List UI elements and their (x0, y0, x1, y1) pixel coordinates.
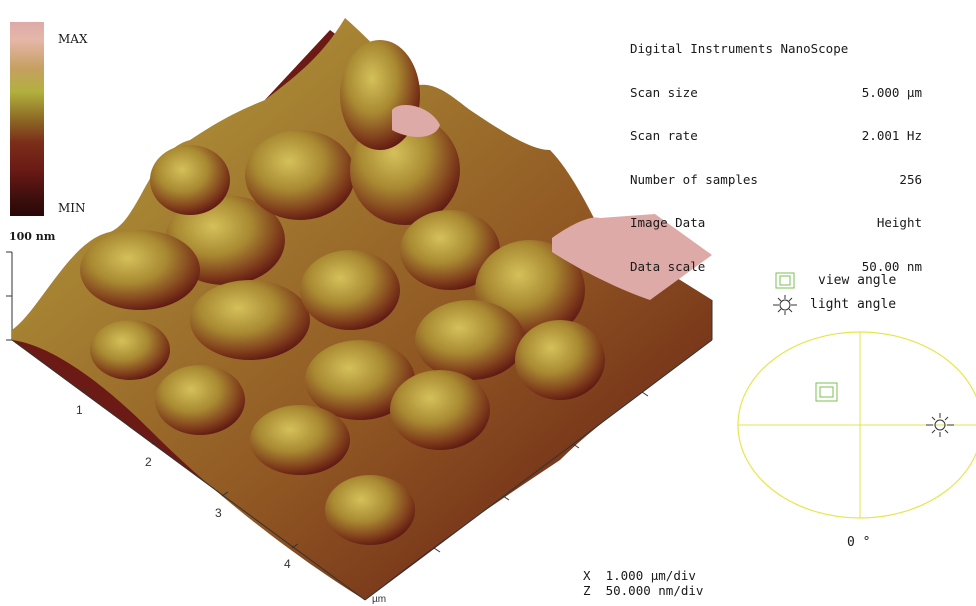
angle-diagram (737, 331, 976, 519)
z-scale-value: 50.000 nm/div (605, 583, 704, 598)
scale-max-label: MAX (58, 32, 88, 46)
x-tick-label-3: 3 (215, 506, 222, 520)
x-tick-label-4: 4 (284, 557, 291, 571)
x-tick-label-2: 2 (145, 455, 152, 469)
light-angle-icon (773, 295, 797, 315)
height-scale-label: 100 nm (9, 230, 56, 243)
z-prefix: Z (583, 583, 591, 598)
z-scale-row: Z 50.000 nm/div (583, 583, 703, 598)
scan-info-panel: Digital Instruments NanoScope Scan size 5… (630, 13, 922, 289)
view-angle-icon (775, 272, 795, 289)
view-angle-marker-icon (815, 382, 838, 402)
saturated-peaks (392, 105, 712, 300)
info-row: Scan rate 2.001 Hz (630, 128, 922, 143)
instrument-title: Digital Instruments NanoScope (630, 41, 849, 56)
x-prefix: X (583, 568, 591, 583)
legend-icons (773, 272, 797, 315)
y-axis-ticks (433, 391, 649, 553)
scale-min-label: MIN (58, 201, 86, 215)
surface-mounds (80, 40, 605, 545)
view-angle-label: view angle (818, 273, 897, 288)
z-axis (6, 251, 13, 341)
info-row: Number of samples 256 (630, 171, 922, 187)
info-row: Data scale 50.00 nm (630, 258, 922, 274)
x-scale-value: 1.000 µm/div (605, 568, 696, 583)
info-row: Scan size 5.000 µm (630, 84, 922, 100)
base-axes (11, 300, 713, 601)
color-scale-bar (10, 22, 44, 216)
light-angle-label: light angle (810, 297, 897, 312)
light-angle-marker-icon (926, 413, 954, 437)
x-scale-row: X 1.000 µm/div (583, 568, 696, 583)
angle-value-label: 0 ° (847, 535, 871, 550)
x-axis-ticks (81, 387, 299, 549)
x-tick-label-1: 1 (76, 403, 83, 417)
info-row: Image Data Height (630, 215, 922, 230)
axis-unit-label: µm (372, 594, 387, 605)
